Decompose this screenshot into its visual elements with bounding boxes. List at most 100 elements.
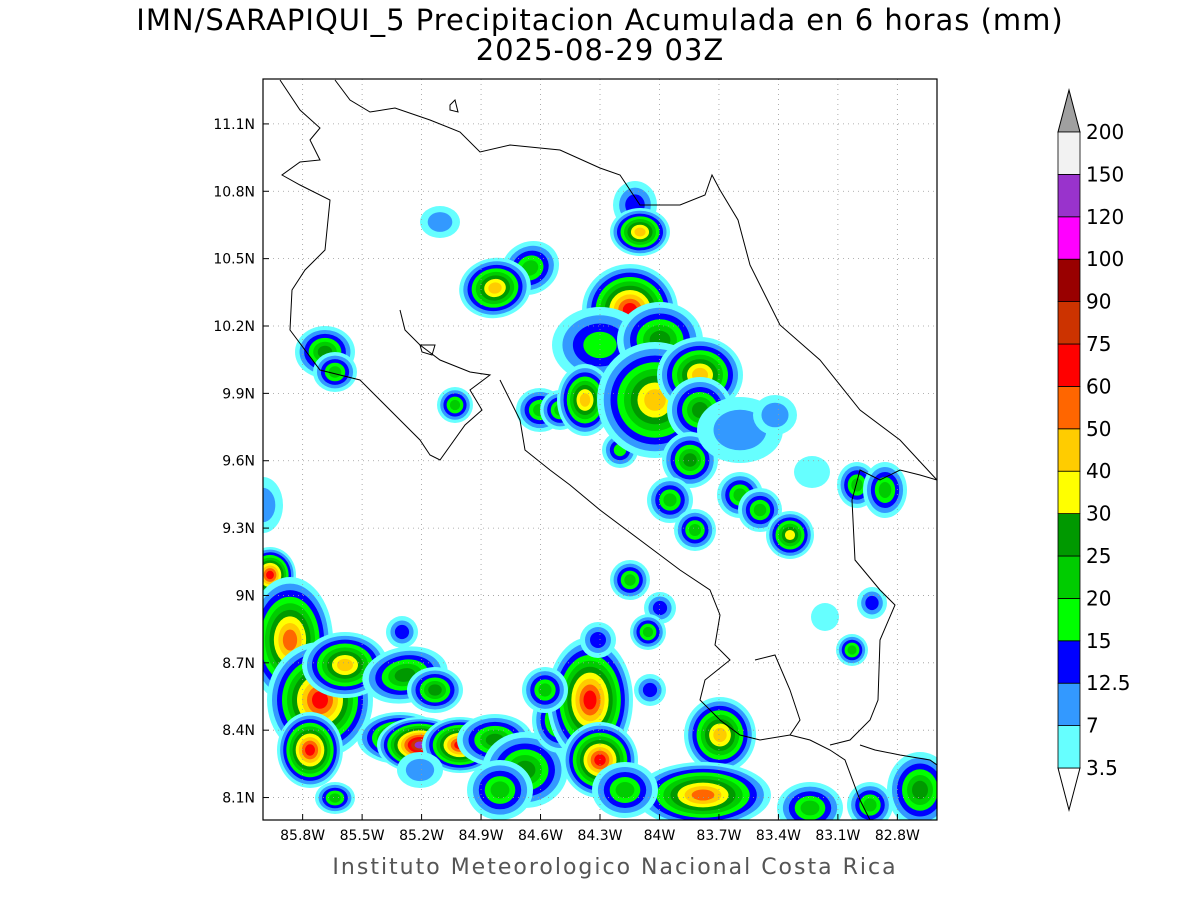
colorbar-label: 90 <box>1086 290 1111 314</box>
precip-cell <box>800 800 820 816</box>
colorbar-swatch <box>1057 682 1081 727</box>
colorbar-swatch <box>1057 301 1081 345</box>
colorbar-swatch <box>1057 725 1081 769</box>
colorbar-swatch <box>1057 640 1081 684</box>
colorbar-label: 150 <box>1086 162 1124 186</box>
colorbar-label: 60 <box>1086 374 1111 398</box>
precip-cell <box>405 758 435 782</box>
precip-cell <box>490 781 510 799</box>
colorbar-swatch <box>1057 173 1081 218</box>
precip-cell <box>851 478 863 492</box>
colorbar-bottom-arrow <box>1057 767 1081 812</box>
x-tick-label: 84.6W <box>518 828 563 844</box>
x-tick-label: 84.3W <box>577 828 622 844</box>
precip-cell <box>652 600 668 616</box>
y-tick-label: 8.7N <box>222 656 255 672</box>
precip-cell <box>634 227 646 237</box>
y-tick-label: 11.1N <box>213 117 255 133</box>
y-tick-label: 9.9N <box>222 386 255 402</box>
precip-cell <box>427 212 453 232</box>
precip-cell <box>337 658 353 672</box>
y-tick-label: 9N <box>236 588 255 604</box>
colorbar-label: 200 <box>1086 120 1124 144</box>
colorbar: 3.5 7 12.5 15 20 25 30 40 50 60 75 90 100 120 150 200 <box>1057 88 1131 812</box>
map-title: IMN/SARAPIQUI_5 Precipitacion Acumulada … <box>136 3 1064 37</box>
coastline <box>279 79 937 820</box>
precip-cell <box>663 493 677 507</box>
precip-cell <box>642 626 654 638</box>
colorbar-label: 15 <box>1086 629 1111 653</box>
y-tick-label: 10.5N <box>213 252 255 268</box>
x-tick-label: 84.9W <box>459 828 504 844</box>
precip-cell <box>878 482 892 498</box>
precipitation-field <box>263 181 937 820</box>
precip-cell <box>394 624 410 640</box>
precip-cell <box>583 690 597 710</box>
precip-cell <box>713 409 767 451</box>
colorbar-swatch <box>1057 385 1081 430</box>
colorbar-label: 50 <box>1086 417 1111 441</box>
precip-cell <box>266 570 274 580</box>
precip-cell <box>753 503 767 517</box>
colorbar-label: 120 <box>1086 205 1124 229</box>
precip-cell <box>428 684 442 696</box>
colorbar-label: 3.5 <box>1086 756 1118 780</box>
x-tick-label: 84W <box>644 828 676 844</box>
precip-cell <box>863 798 877 812</box>
precip-cell <box>865 595 879 611</box>
colorbar-swatch <box>1057 343 1081 387</box>
precip-cell <box>328 366 342 378</box>
colorbar-swatch <box>1057 428 1081 472</box>
precip-cell <box>713 727 727 743</box>
precip-cell <box>624 574 636 586</box>
precip-cell <box>794 456 830 488</box>
latitude-axis: 8.1N 8.4N 8.7N 9N 9.3N 9.6N 9.9N 10.2N 10.5N 10.8… <box>213 117 269 807</box>
colorbar-swatch <box>1057 470 1081 515</box>
colorbar-swatch <box>1057 258 1081 303</box>
y-tick-label: 8.1N <box>222 791 255 807</box>
precip-cell <box>579 393 591 407</box>
footer-credit: Instituto Meteorologico Nacional Costa R… <box>332 855 898 880</box>
precip-cell <box>689 524 701 536</box>
precip-cell <box>590 632 606 648</box>
colorbar-swatch <box>1057 216 1081 260</box>
map-datetime: 2025-08-29 03Z <box>475 33 725 67</box>
colorbar-label: 30 <box>1086 502 1111 526</box>
colorbar-label: 25 <box>1086 544 1111 568</box>
precip-cell <box>683 453 697 467</box>
precip-cell <box>538 683 552 697</box>
precip-cell <box>644 389 666 411</box>
y-tick-label: 9.3N <box>222 521 255 537</box>
precip-cell <box>263 487 276 523</box>
y-tick-label: 10.2N <box>213 319 255 335</box>
precip-cell <box>583 331 617 359</box>
precip-cell <box>912 780 928 800</box>
x-tick-label: 83.7W <box>696 828 741 844</box>
precip-cell <box>488 282 502 294</box>
x-tick-label: 85.5W <box>340 828 385 844</box>
colorbar-label: 40 <box>1086 459 1111 483</box>
colorbar-swatch <box>1057 555 1081 599</box>
colorbar-swatch <box>1057 131 1081 175</box>
colorbar-label: 20 <box>1086 586 1111 610</box>
x-tick-label: 85.2W <box>399 828 444 844</box>
colorbar-swatch <box>1057 513 1081 557</box>
y-tick-label: 9.6N <box>222 454 255 470</box>
y-tick-label: 10.8N <box>213 184 255 200</box>
colorbar-top-arrow <box>1057 88 1081 133</box>
precip-cell <box>811 603 839 631</box>
precip-cell <box>642 682 658 698</box>
colorbar-swatch <box>1057 598 1081 642</box>
precip-cell <box>847 645 857 655</box>
precip-cell <box>784 529 796 541</box>
x-tick-label: 83.4W <box>756 828 801 844</box>
colorbar-label: 75 <box>1086 332 1111 356</box>
precip-cell <box>282 629 298 651</box>
x-tick-label: 83.1W <box>815 828 860 844</box>
x-tick-label: 85.8W <box>280 828 325 844</box>
precip-cell <box>305 744 315 756</box>
y-tick-label: 8.4N <box>222 723 255 739</box>
precip-cell <box>594 754 606 766</box>
precip-cell <box>691 789 715 801</box>
